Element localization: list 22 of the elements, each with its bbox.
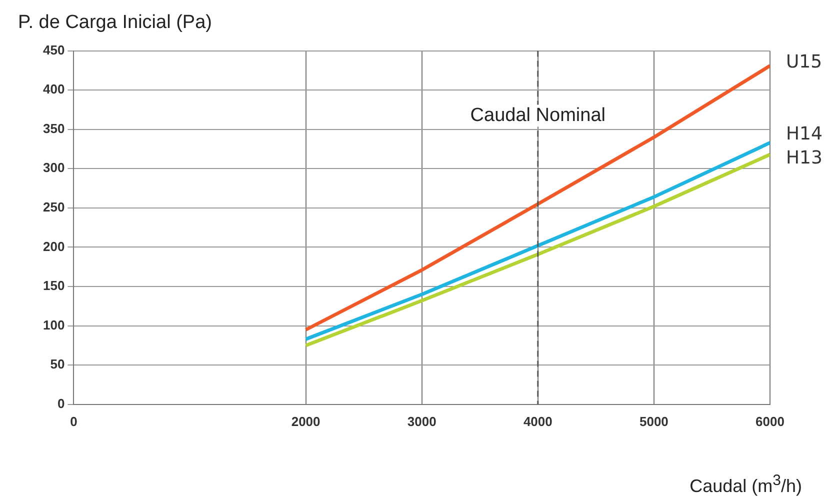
x-tick-label: 0 [70, 414, 78, 429]
x-tick-label: 3000 [407, 414, 436, 429]
series-label: H14 [786, 123, 822, 144]
y-tick-label: 250 [42, 200, 65, 215]
y-tick-label: 200 [42, 238, 65, 254]
y-tick-label: 300 [42, 160, 65, 176]
y-tick-label: 450 [42, 42, 65, 58]
x-tick-label: 6000 [756, 414, 784, 429]
y-tick-label: 350 [42, 120, 65, 136]
y-tick-label: 50 [50, 356, 65, 372]
series-label: H13 [786, 147, 822, 168]
y-tick-label: 400 [42, 82, 65, 97]
y-tick-label: 150 [42, 278, 65, 294]
x-tick-label: 4000 [523, 414, 552, 429]
y-tick-label: 100 [42, 317, 65, 332]
y-tick-label: 0 [57, 396, 65, 411]
series-label: U15 [786, 51, 822, 72]
x-tick-label: 2000 [291, 414, 320, 429]
ref-line-label: Caudal Nominal [470, 104, 606, 126]
y-axis-title: P. de Carga Inicial (Pa) [18, 12, 212, 34]
x-axis-title: Caudal (m$^{3}$/h) [690, 472, 802, 497]
x-tick-label: 5000 [639, 414, 668, 429]
